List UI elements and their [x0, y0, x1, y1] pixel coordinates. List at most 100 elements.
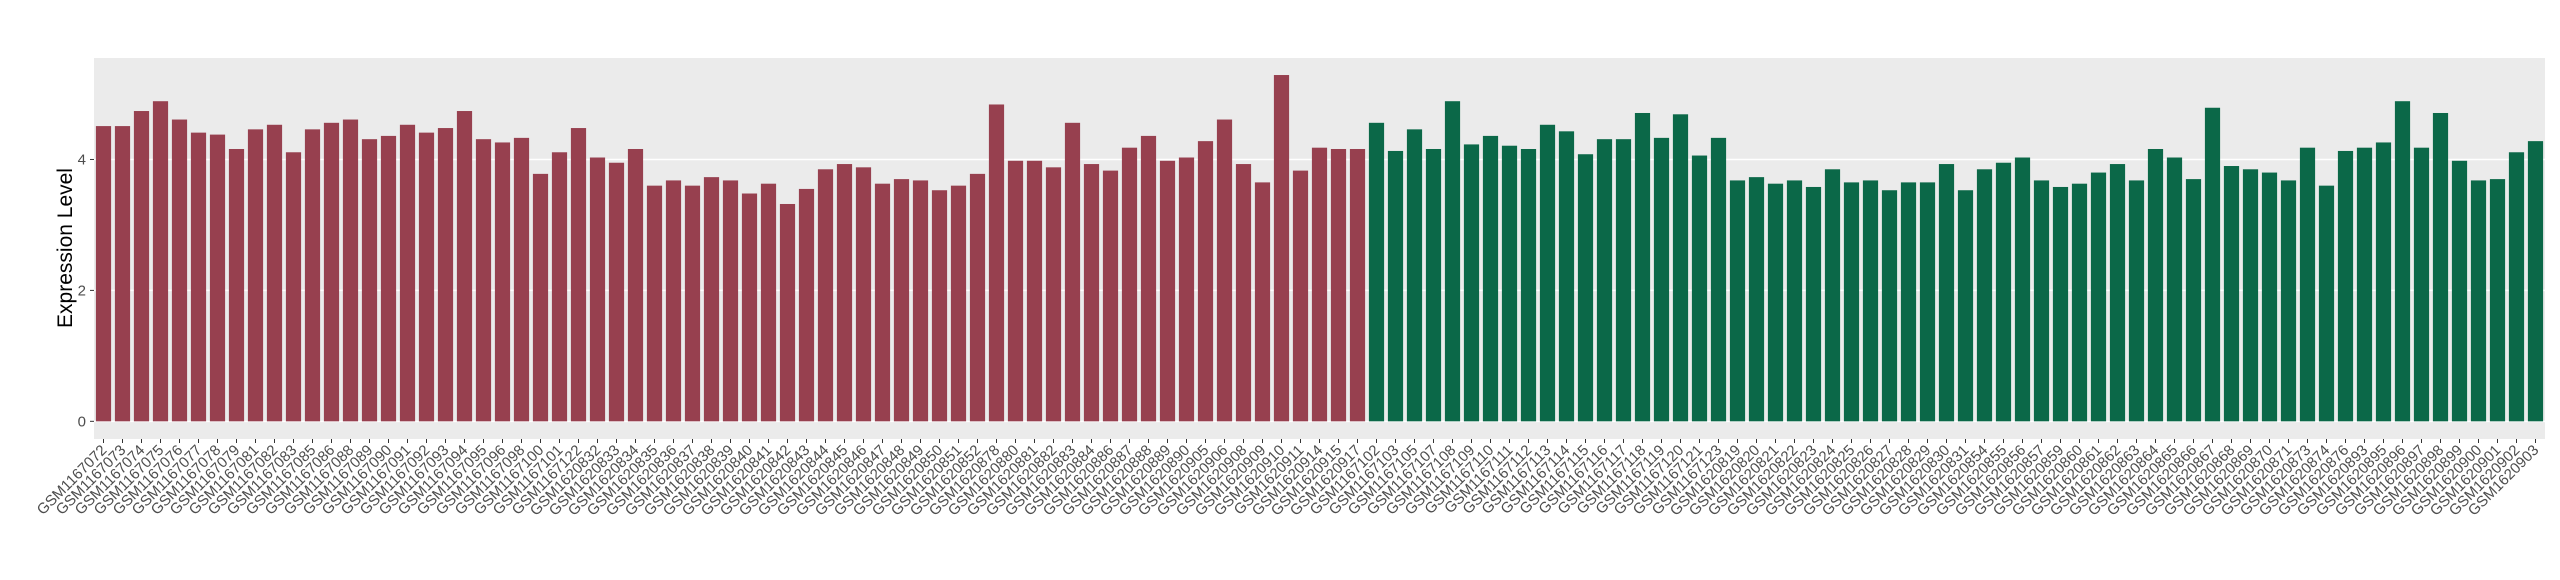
bar	[646, 185, 663, 422]
bar	[95, 126, 112, 422]
bar	[2508, 152, 2525, 422]
bar	[1672, 114, 1689, 422]
bar	[342, 119, 359, 422]
bar	[1938, 164, 1955, 422]
bar	[2280, 180, 2297, 422]
bar	[1919, 182, 1936, 422]
bar	[2470, 180, 2487, 422]
bar	[171, 119, 188, 422]
bar	[1197, 141, 1214, 422]
bar	[817, 169, 834, 422]
bar	[1482, 135, 1499, 422]
bar	[1881, 190, 1898, 422]
bar	[304, 129, 321, 422]
bar	[1843, 182, 1860, 422]
bar	[1444, 101, 1461, 422]
bar	[912, 180, 929, 422]
bar	[551, 152, 568, 422]
bar	[2223, 166, 2240, 422]
y-tick-label: 2	[78, 282, 86, 299]
bar	[2527, 141, 2544, 422]
bar	[437, 128, 454, 422]
bar	[1748, 177, 1765, 422]
bar	[152, 101, 169, 422]
bar	[228, 148, 245, 422]
bar	[1805, 186, 1822, 422]
bar	[2204, 107, 2221, 422]
bar	[2356, 147, 2373, 422]
bar	[1311, 147, 1328, 422]
bar	[2090, 172, 2107, 422]
bar	[1235, 164, 1252, 422]
bar	[836, 164, 853, 422]
bar	[855, 167, 872, 422]
bar	[2261, 172, 2278, 422]
bar	[1463, 144, 1480, 422]
bar	[1957, 190, 1974, 422]
bar	[969, 173, 986, 422]
bar	[1710, 137, 1727, 422]
bar	[494, 142, 511, 422]
bar	[1159, 160, 1176, 422]
bar	[114, 126, 131, 422]
bar	[2166, 157, 2183, 422]
bar	[266, 124, 283, 422]
bar	[323, 122, 340, 422]
bar	[1292, 170, 1309, 422]
bar	[779, 203, 796, 422]
bar	[2185, 179, 2202, 422]
bar	[1615, 139, 1632, 422]
bar	[2109, 164, 2126, 422]
bar	[475, 139, 492, 422]
bar	[1083, 164, 1100, 422]
bar	[1520, 148, 1537, 422]
bar	[2394, 101, 2411, 422]
bar	[1330, 148, 1347, 422]
bar	[2489, 179, 2506, 422]
bar	[1102, 170, 1119, 422]
bar	[893, 179, 910, 422]
bar	[950, 185, 967, 422]
bar	[1349, 148, 1366, 422]
bar	[798, 188, 815, 422]
bar	[2071, 183, 2088, 422]
bar	[1254, 182, 1271, 422]
bar	[931, 190, 948, 422]
bar	[874, 183, 891, 422]
bar	[2432, 112, 2449, 422]
bar	[1045, 167, 1062, 422]
bar	[1577, 154, 1594, 422]
bar	[532, 173, 549, 422]
bar	[1007, 160, 1024, 422]
bar	[2128, 180, 2145, 422]
y-tick-label: 0	[78, 413, 86, 430]
y-axis-label: Expression Level	[54, 168, 77, 328]
bar	[1767, 183, 1784, 422]
bar	[1121, 147, 1138, 422]
bar	[1368, 122, 1385, 422]
bar	[1026, 160, 1043, 422]
bar	[285, 152, 302, 422]
bar	[2147, 148, 2164, 422]
bar	[1596, 139, 1613, 422]
bar	[1900, 182, 1917, 422]
bar	[1273, 75, 1290, 422]
bar	[456, 111, 473, 422]
bar	[1824, 169, 1841, 422]
y-tick-label: 4	[78, 151, 86, 168]
bar	[703, 177, 720, 422]
bar	[1425, 148, 1442, 422]
bar	[2033, 180, 2050, 422]
bar	[513, 137, 530, 422]
bar	[1064, 122, 1081, 422]
bar	[1653, 137, 1670, 422]
bar	[2375, 142, 2392, 422]
bar	[361, 139, 378, 422]
bar	[665, 180, 682, 422]
bar	[380, 135, 397, 422]
bar	[2337, 150, 2354, 422]
bar	[1140, 135, 1157, 422]
bar	[2299, 147, 2316, 422]
bar	[209, 134, 226, 422]
bar	[1539, 124, 1556, 422]
